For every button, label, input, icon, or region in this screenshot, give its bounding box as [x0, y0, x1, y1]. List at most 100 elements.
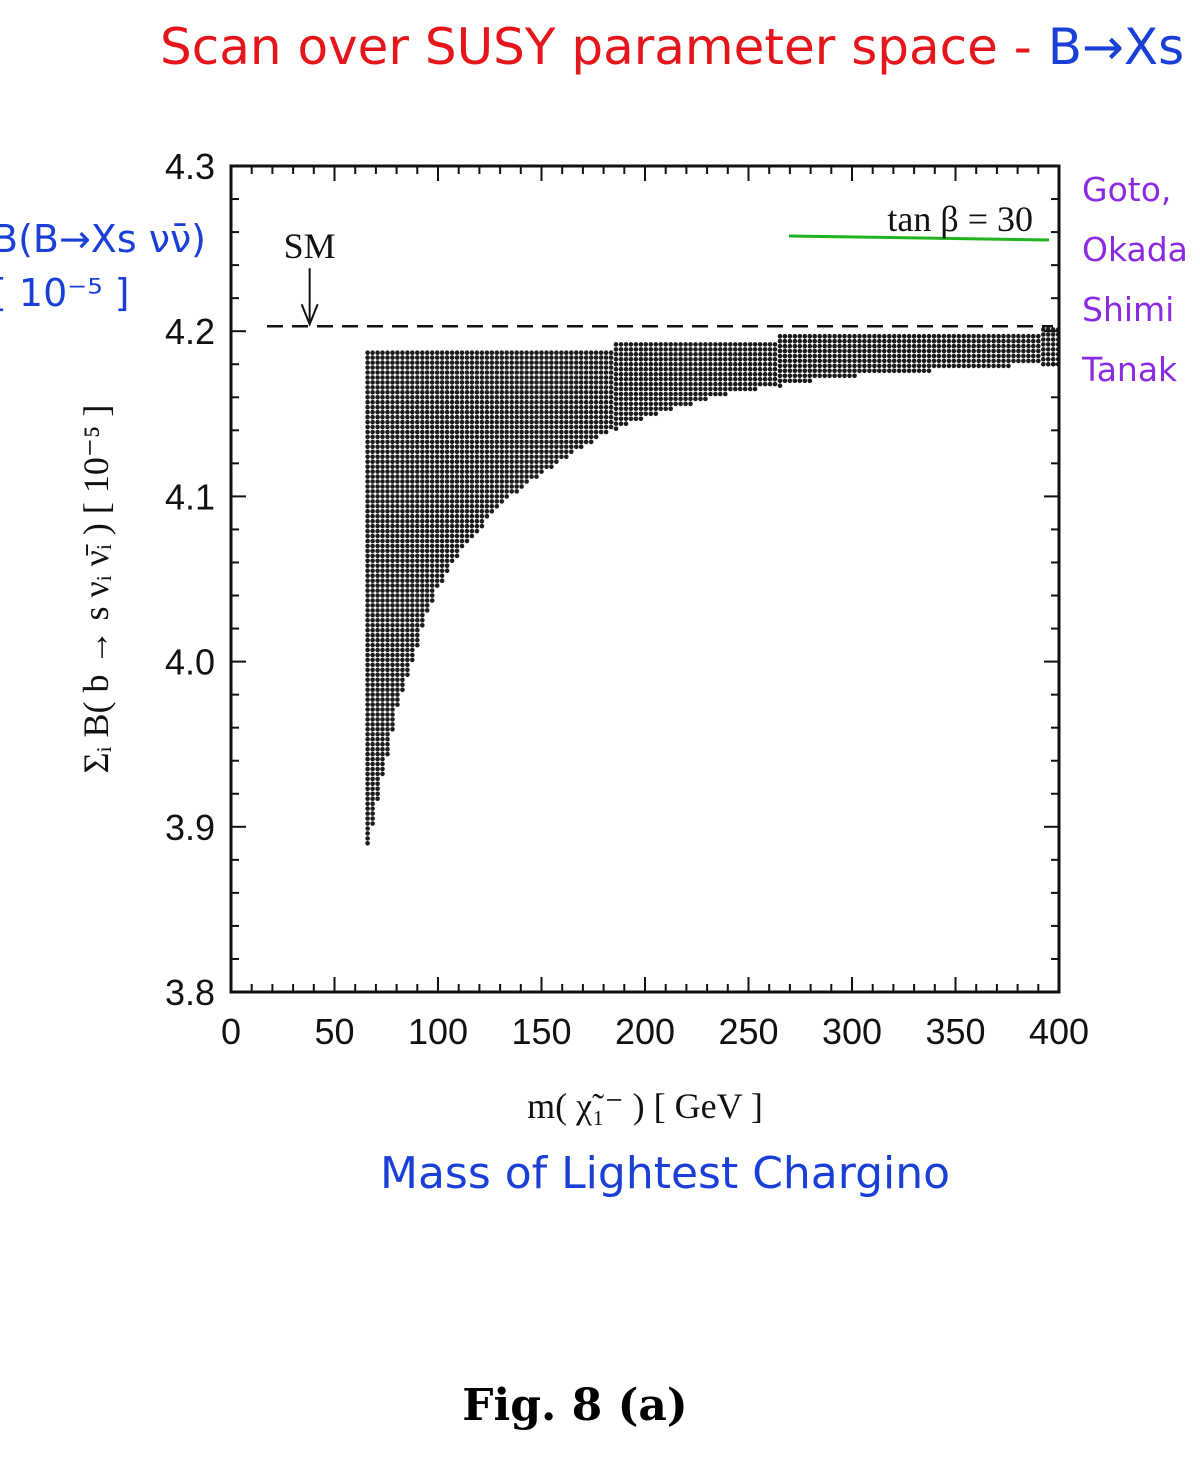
data-point	[365, 504, 370, 509]
data-point	[390, 667, 395, 673]
data-point	[608, 350, 614, 356]
data-point	[429, 464, 435, 470]
data-point	[608, 380, 614, 385]
data-point	[459, 419, 465, 425]
data-point	[618, 381, 624, 387]
data-point	[444, 469, 450, 474]
data-point	[424, 573, 430, 578]
data-point	[415, 637, 420, 643]
data-point	[549, 414, 554, 420]
data-point	[574, 399, 579, 405]
data-point	[410, 370, 415, 375]
data-point	[444, 459, 450, 465]
data-point	[817, 348, 822, 354]
data-point	[429, 479, 435, 484]
data-point	[385, 667, 390, 673]
data-point	[405, 613, 410, 618]
slide-title: Scan over SUSY parameter space - B→Xs νν…	[160, 18, 1200, 76]
data-point	[375, 484, 380, 489]
data-point	[509, 489, 514, 494]
data-point	[529, 385, 534, 390]
data-point	[410, 429, 415, 435]
data-point	[653, 381, 659, 387]
x-tick-label: 100	[408, 1011, 468, 1052]
data-point	[822, 363, 827, 369]
data-point	[375, 469, 380, 474]
data-point	[385, 608, 390, 613]
data-point	[454, 523, 460, 529]
data-point	[613, 401, 619, 407]
data-point	[459, 464, 465, 470]
data-point	[1041, 337, 1046, 342]
data-point	[529, 464, 534, 470]
data-point	[862, 338, 867, 344]
data-point	[648, 347, 654, 352]
data-point	[921, 338, 927, 344]
data-point	[534, 404, 539, 410]
data-point	[638, 391, 644, 397]
data-point	[1026, 353, 1031, 359]
data-point	[792, 338, 798, 344]
data-point	[469, 414, 475, 420]
data-point	[583, 419, 589, 425]
data-point	[385, 538, 390, 544]
data-point	[429, 385, 435, 390]
data-point	[683, 347, 688, 352]
data-point	[678, 401, 683, 407]
data-point	[479, 399, 485, 405]
data-point	[375, 732, 380, 737]
data-point	[420, 479, 425, 484]
data-point	[554, 404, 559, 410]
data-point	[1031, 338, 1036, 344]
data-point	[390, 603, 395, 608]
data-point	[380, 613, 385, 618]
data-point	[400, 469, 405, 474]
data-point	[514, 360, 519, 365]
data-point	[638, 411, 644, 417]
data-point	[559, 385, 564, 390]
data-point	[847, 363, 852, 369]
data-point	[365, 831, 370, 836]
data-point	[385, 727, 390, 732]
data-point	[822, 348, 827, 354]
data-point	[400, 509, 405, 514]
data-point	[395, 419, 400, 425]
data-point	[385, 434, 390, 440]
data-point	[395, 687, 400, 692]
data-point	[385, 454, 390, 460]
data-point	[434, 558, 440, 564]
data-point	[365, 712, 370, 717]
data-point	[424, 355, 430, 360]
data-point	[544, 404, 549, 410]
data-point	[812, 338, 817, 344]
data-point	[434, 523, 440, 529]
data-point	[424, 479, 430, 484]
data-point	[385, 494, 390, 499]
data-point	[390, 439, 395, 445]
data-point	[693, 376, 698, 382]
data-point	[420, 578, 425, 583]
data-point	[842, 343, 847, 349]
data-point	[410, 548, 415, 554]
data-point	[1031, 358, 1036, 364]
data-point	[534, 469, 539, 474]
data-point	[658, 371, 663, 377]
data-point	[549, 355, 554, 360]
data-point	[618, 416, 624, 422]
data-point	[1021, 333, 1026, 339]
data-point	[807, 338, 813, 344]
data-point	[569, 439, 574, 445]
data-point	[370, 642, 375, 648]
data-point	[524, 464, 529, 470]
data-point	[415, 523, 420, 529]
data-point	[648, 357, 654, 362]
data-point	[390, 434, 395, 440]
data-point	[464, 518, 470, 524]
data-point	[464, 395, 470, 400]
data-point	[434, 439, 440, 445]
data-point	[390, 573, 395, 578]
data-point	[395, 578, 400, 583]
data-point	[688, 376, 693, 382]
data-point	[544, 439, 549, 445]
data-point	[449, 380, 455, 385]
